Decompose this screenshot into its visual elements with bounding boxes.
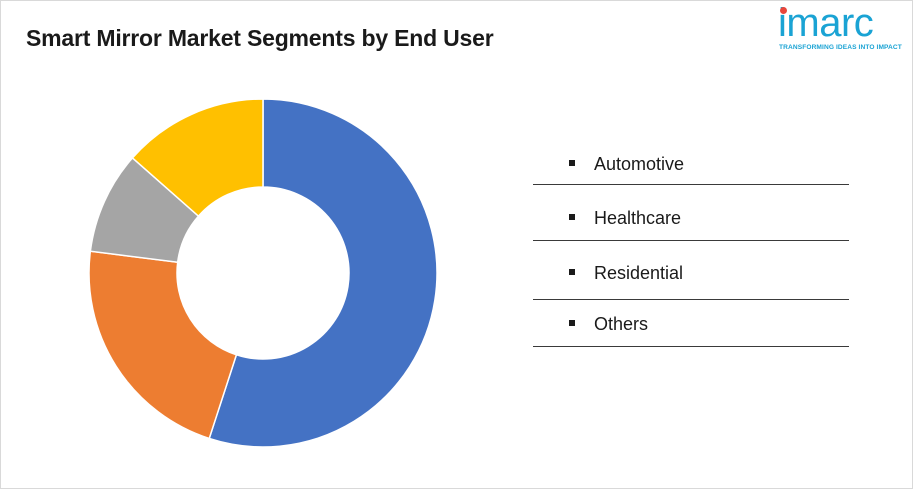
legend-bullet xyxy=(569,214,575,220)
legend-label: Others xyxy=(594,314,649,334)
legend-bullet xyxy=(569,320,575,326)
legend-label: Automotive xyxy=(594,154,685,174)
donut-slice-automotive xyxy=(208,98,438,448)
logo-tagline: TRANSFORMING IDEAS INTO IMPACT xyxy=(779,44,902,51)
donut-chart xyxy=(88,98,438,448)
legend-item-residential: Residential xyxy=(533,241,849,300)
donut-slice-others xyxy=(131,98,264,218)
chart-title: Smart Mirror Market Segments by End User xyxy=(26,25,494,51)
donut-slice-healthcare xyxy=(88,250,238,440)
imarc-logo: imarc TRANSFORMING IDEAS INTO IMPACT xyxy=(778,1,902,55)
logo-wordmark: imarc xyxy=(778,1,874,45)
legend-item-others: Others xyxy=(533,300,849,347)
chart-legend: Automotive Healthcare Residential Others xyxy=(533,143,849,347)
legend-label: Healthcare xyxy=(594,208,682,228)
logo-dot-icon xyxy=(780,7,787,14)
legend-item-automotive: Automotive xyxy=(533,143,849,185)
legend-bullet xyxy=(569,160,575,166)
legend-label: Residential xyxy=(594,263,684,283)
legend-bullet xyxy=(569,269,575,275)
legend-item-healthcare: Healthcare xyxy=(533,185,849,241)
